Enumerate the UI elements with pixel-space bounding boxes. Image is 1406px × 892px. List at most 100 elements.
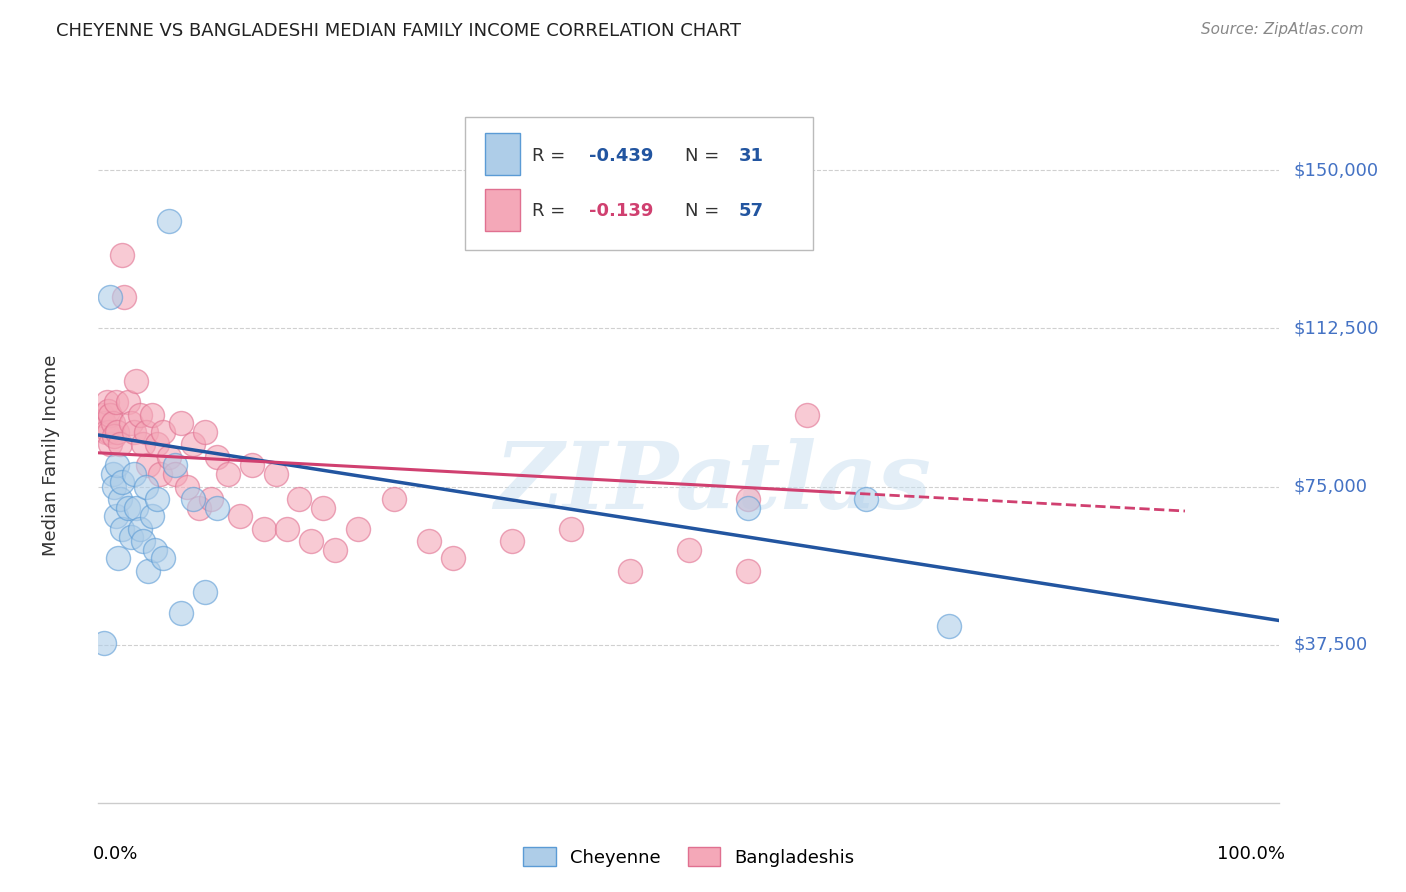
Point xyxy=(152,551,174,566)
Legend: Cheyenne, Bangladeshis: Cheyenne, Bangladeshis xyxy=(516,839,862,874)
Text: R =: R = xyxy=(531,147,571,165)
Point xyxy=(91,408,114,422)
Text: 100.0%: 100.0% xyxy=(1218,845,1285,863)
Point xyxy=(105,458,128,473)
Point xyxy=(146,437,169,451)
Point xyxy=(299,534,322,549)
Point xyxy=(136,458,159,473)
Point xyxy=(194,585,217,599)
Point xyxy=(152,425,174,439)
Point xyxy=(117,500,139,515)
Point xyxy=(619,564,641,578)
Point xyxy=(501,534,523,549)
Point xyxy=(121,417,143,431)
Point xyxy=(181,437,204,451)
Text: 57: 57 xyxy=(738,202,763,220)
Point xyxy=(737,500,759,515)
Point xyxy=(105,425,128,439)
Point xyxy=(240,458,263,473)
Point xyxy=(111,247,134,261)
Point xyxy=(105,509,128,524)
Text: N =: N = xyxy=(685,147,725,165)
Point xyxy=(141,509,163,524)
Point xyxy=(146,492,169,507)
Point xyxy=(107,551,129,566)
Point xyxy=(149,467,172,481)
Point xyxy=(855,492,877,507)
Point xyxy=(253,522,276,536)
Point xyxy=(737,492,759,507)
Point xyxy=(737,564,759,578)
Point xyxy=(105,395,128,409)
Point xyxy=(108,492,131,507)
Point xyxy=(157,450,180,464)
Point xyxy=(108,437,131,451)
Text: CHEYENNE VS BANGLADESHI MEDIAN FAMILY INCOME CORRELATION CHART: CHEYENNE VS BANGLADESHI MEDIAN FAMILY IN… xyxy=(56,22,741,40)
Point xyxy=(312,500,335,515)
FancyBboxPatch shape xyxy=(485,189,520,231)
Point xyxy=(136,564,159,578)
Point xyxy=(125,374,148,388)
Text: ZIPatlas: ZIPatlas xyxy=(494,438,931,528)
Point xyxy=(796,408,818,422)
Point xyxy=(111,475,134,490)
Point xyxy=(93,635,115,649)
Point xyxy=(121,530,143,544)
Text: 0.0%: 0.0% xyxy=(93,845,138,863)
Text: $112,500: $112,500 xyxy=(1294,319,1379,337)
Point xyxy=(418,534,440,549)
Point xyxy=(96,395,118,409)
FancyBboxPatch shape xyxy=(485,133,520,175)
Point xyxy=(205,450,228,464)
Point xyxy=(170,606,193,620)
Point xyxy=(217,467,239,481)
Point xyxy=(122,467,145,481)
Point xyxy=(98,437,121,451)
Point xyxy=(194,425,217,439)
Point xyxy=(98,408,121,422)
Text: $37,500: $37,500 xyxy=(1294,636,1368,654)
Point xyxy=(98,425,121,439)
Text: -0.439: -0.439 xyxy=(589,147,652,165)
Text: $150,000: $150,000 xyxy=(1294,161,1379,179)
Text: 31: 31 xyxy=(738,147,763,165)
Point xyxy=(157,214,180,228)
Point xyxy=(132,534,155,549)
Point xyxy=(288,492,311,507)
Point xyxy=(938,618,960,632)
Point xyxy=(125,500,148,515)
Point xyxy=(264,467,287,481)
Point xyxy=(143,542,166,557)
Point xyxy=(181,492,204,507)
Point xyxy=(441,551,464,566)
Text: N =: N = xyxy=(685,202,725,220)
Text: Median Family Income: Median Family Income xyxy=(42,354,60,556)
Point xyxy=(132,437,155,451)
Point xyxy=(560,522,582,536)
Text: $75,000: $75,000 xyxy=(1294,477,1368,496)
Point xyxy=(111,522,134,536)
Point xyxy=(382,492,405,507)
Point xyxy=(103,479,125,493)
Point xyxy=(103,429,125,443)
Text: R =: R = xyxy=(531,202,571,220)
Point xyxy=(94,425,117,439)
Point xyxy=(101,417,124,431)
Point xyxy=(135,425,157,439)
Point xyxy=(678,542,700,557)
Point xyxy=(122,425,145,439)
Point xyxy=(165,467,187,481)
Point xyxy=(187,500,209,515)
Point xyxy=(205,500,228,515)
Point xyxy=(323,542,346,557)
Point xyxy=(165,458,187,473)
Point xyxy=(141,408,163,422)
Point xyxy=(93,417,115,431)
Point xyxy=(170,417,193,431)
Text: Source: ZipAtlas.com: Source: ZipAtlas.com xyxy=(1201,22,1364,37)
Point xyxy=(98,290,121,304)
Point xyxy=(200,492,222,507)
Point xyxy=(112,290,135,304)
Point xyxy=(229,509,252,524)
Point xyxy=(97,403,120,417)
